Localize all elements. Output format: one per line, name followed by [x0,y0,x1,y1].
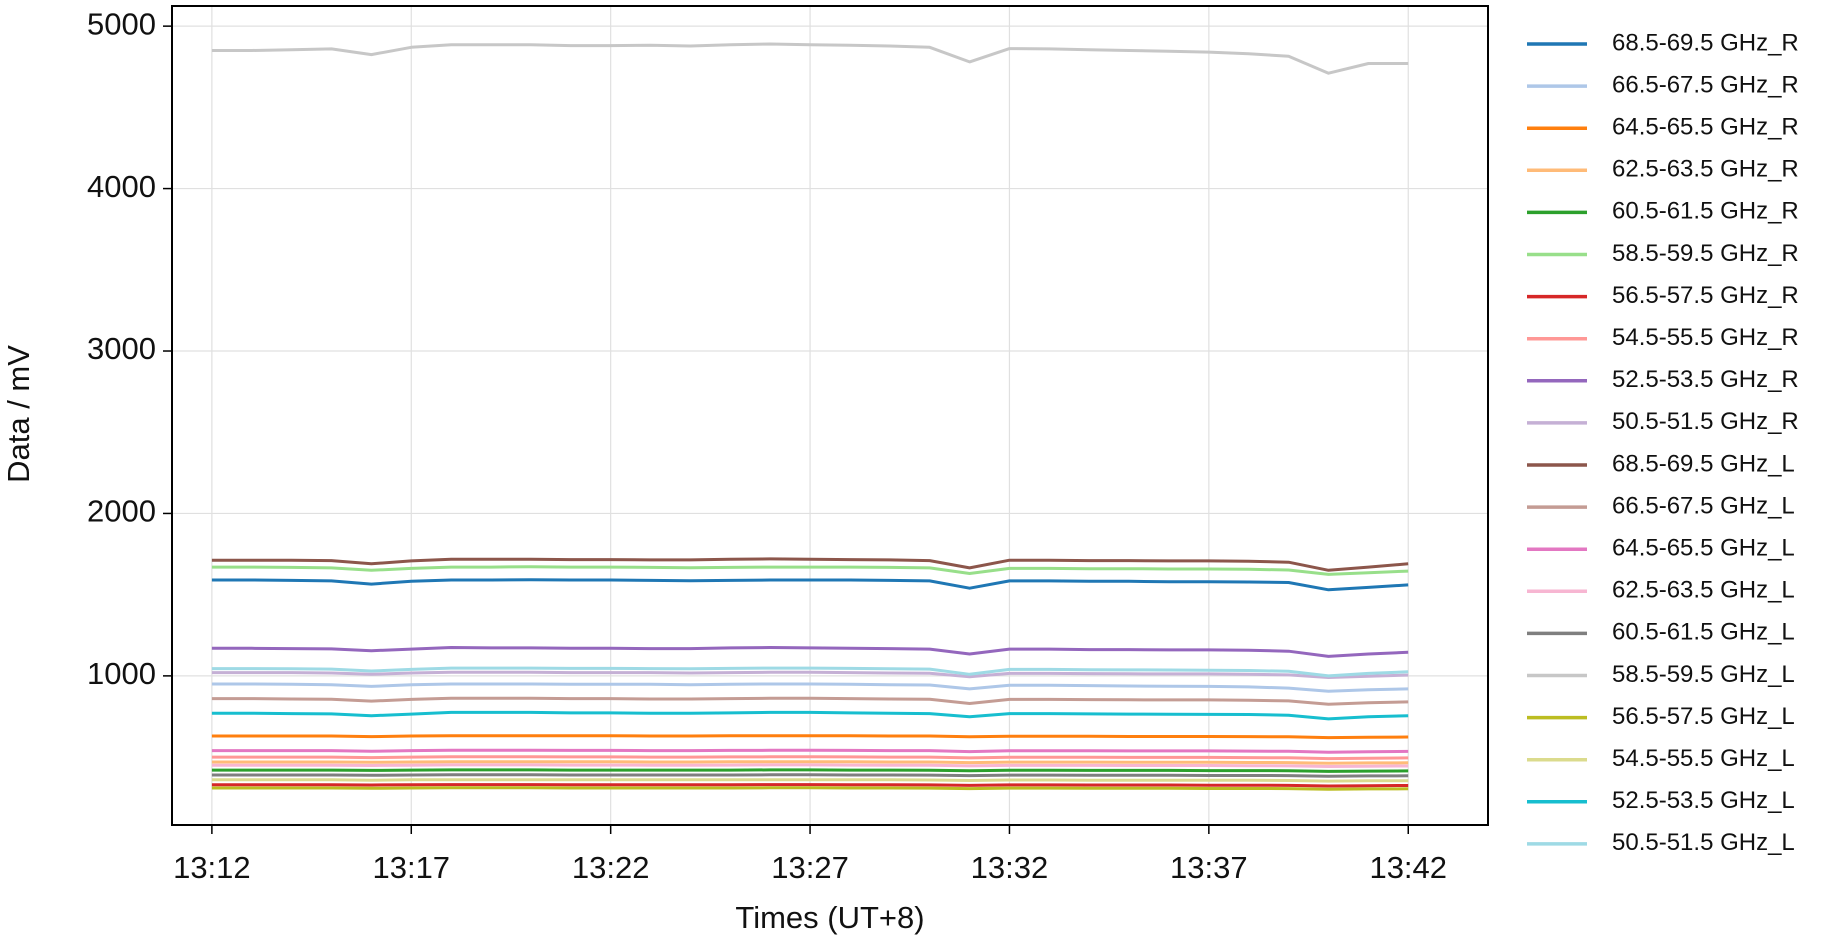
series-line [211,783,1409,788]
legend-label: 60.5-61.5 GHz_R [1612,198,1799,225]
legend-label: 50.5-51.5 GHz_L [1612,829,1795,856]
series-line [211,786,1409,791]
legend-label: 50.5-51.5 GHz_R [1612,408,1799,435]
series-line [211,578,1409,592]
y-tick-label: 1000 [87,656,156,691]
series-line [211,760,1409,765]
legend-label: 66.5-67.5 GHz_L [1612,492,1795,519]
legend-label: 62.5-63.5 GHz_L [1612,577,1795,604]
legend-label: 58.5-59.5 GHz_R [1612,240,1799,267]
x-tick-label: 13:32 [971,850,1049,885]
series-line [211,768,1409,773]
y-tick-label: 4000 [87,169,156,204]
series-line [211,755,1409,761]
series-line [211,710,1409,721]
series-line [211,696,1409,706]
series-line [211,778,1409,783]
legend-label: 52.5-53.5 GHz_R [1612,366,1799,393]
series-line [211,748,1409,754]
series-line [211,682,1409,693]
series-line [211,763,1409,768]
x-tick-label: 13:17 [372,850,450,885]
plot-frame [171,5,1489,826]
legend-label: 54.5-55.5 GHz_L [1612,745,1795,772]
series-line [211,773,1409,778]
legend-label: 56.5-57.5 GHz_L [1612,703,1795,730]
legend-label: 52.5-53.5 GHz_L [1612,787,1795,814]
y-tick-label: 2000 [87,494,156,529]
legend-label: 68.5-69.5 GHz_R [1612,29,1799,56]
legend-label: 54.5-55.5 GHz_R [1612,324,1799,351]
y-tick-label: 5000 [87,6,156,41]
series-line [211,565,1409,576]
x-tick-label: 13:27 [771,850,849,885]
series-line [211,557,1409,572]
series-line [211,734,1409,740]
legend-label: 66.5-67.5 GHz_R [1612,71,1799,98]
legend-label: 64.5-65.5 GHz_R [1612,114,1799,141]
x-tick-label: 13:42 [1369,850,1447,885]
y-axis-label: Data / mV [1,345,36,483]
legend-label: 68.5-69.5 GHz_L [1612,450,1795,477]
x-tick-label: 13:12 [173,850,251,885]
x-tick-label: 13:22 [572,850,650,885]
legend-label: 64.5-65.5 GHz_L [1612,535,1795,562]
series-line [211,666,1409,678]
x-axis-label: Times (UT+8) [735,900,924,935]
legend-label: 62.5-63.5 GHz_R [1612,156,1799,183]
series-line [211,42,1409,75]
y-tick-label: 3000 [87,331,156,366]
series-line [211,670,1409,679]
x-tick-label: 13:37 [1170,850,1248,885]
legend-label: 60.5-61.5 GHz_L [1612,619,1795,646]
legend-label: 56.5-57.5 GHz_R [1612,282,1799,309]
legend-label: 58.5-59.5 GHz_L [1612,661,1795,688]
series-line [211,646,1409,658]
